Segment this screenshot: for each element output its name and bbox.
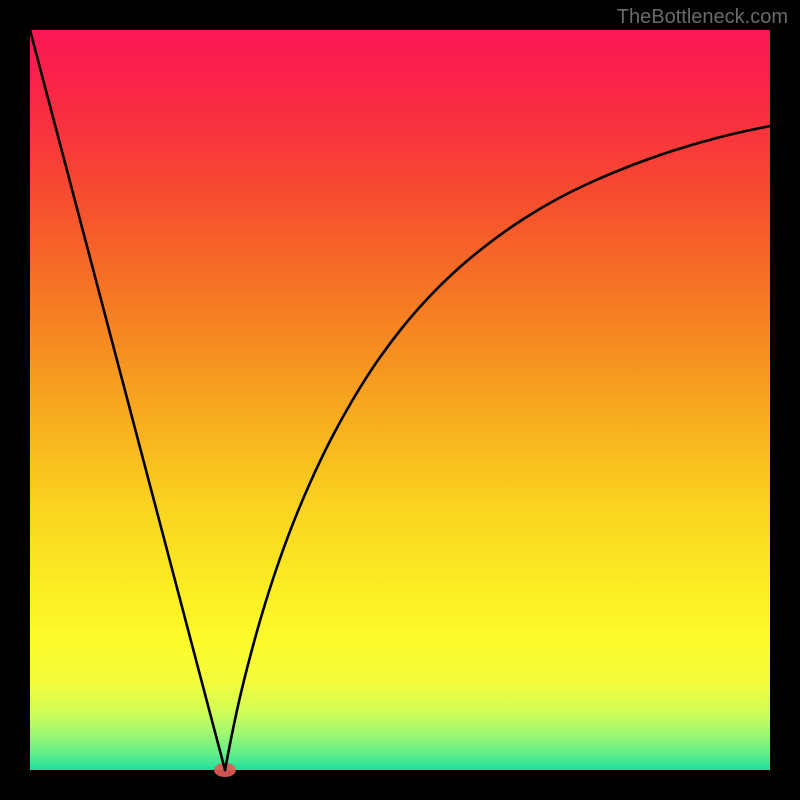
watermark-text: TheBottleneck.com (617, 6, 788, 29)
chart-background (30, 30, 770, 770)
bottleneck-chart (0, 0, 800, 800)
chart-container: TheBottleneck.com (0, 0, 800, 800)
